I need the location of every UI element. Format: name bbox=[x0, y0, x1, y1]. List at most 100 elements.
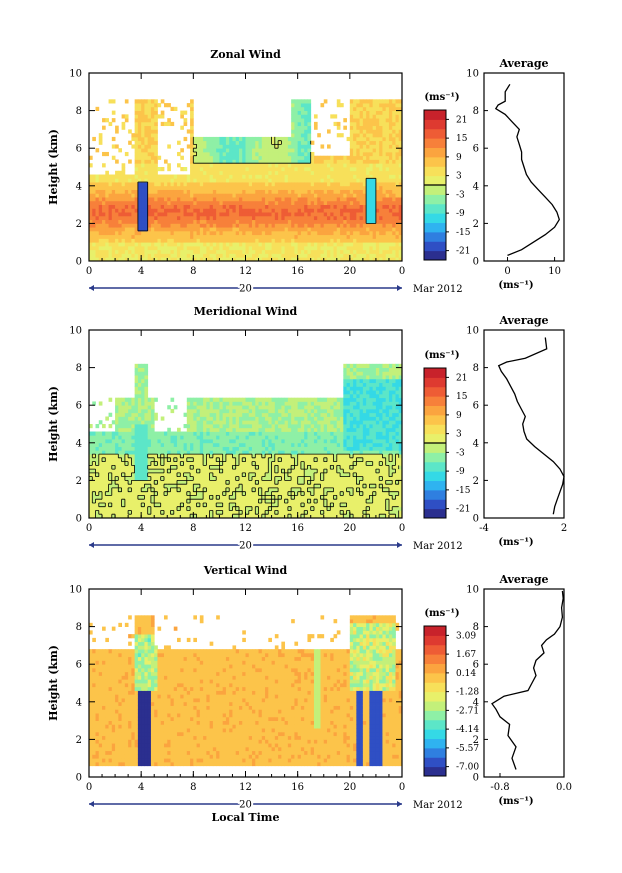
heatmap-cell bbox=[284, 151, 289, 157]
heatmap-cell bbox=[183, 439, 188, 444]
heatmap-cell bbox=[238, 405, 243, 410]
heatmap-cell bbox=[336, 230, 341, 236]
heatmap-cell bbox=[343, 212, 347, 217]
heatmap-cell bbox=[167, 510, 171, 515]
heatmap-cell bbox=[209, 487, 214, 493]
heatmap-cell bbox=[124, 457, 129, 462]
heatmap-cell bbox=[124, 446, 129, 451]
heatmap-cell bbox=[128, 208, 132, 213]
heatmap-cell bbox=[274, 136, 279, 142]
heatmap-cell bbox=[219, 242, 224, 247]
heatmap-cell bbox=[274, 245, 279, 251]
heatmap-cell bbox=[137, 431, 142, 436]
heatmap-cell bbox=[105, 200, 109, 205]
heatmap-cell bbox=[193, 155, 197, 160]
heatmap-cell bbox=[219, 514, 224, 519]
heatmap-cell bbox=[271, 212, 276, 217]
heatmap-cell bbox=[398, 223, 403, 228]
heatmap-cell bbox=[294, 234, 299, 239]
heatmap-cell bbox=[255, 405, 259, 410]
heatmap-cell bbox=[98, 197, 103, 202]
heatmap-cell bbox=[366, 234, 370, 239]
heatmap-cell bbox=[346, 208, 351, 213]
heatmap-cell bbox=[196, 253, 201, 258]
heatmap-cell bbox=[105, 472, 109, 478]
heatmap-cell bbox=[186, 253, 191, 258]
heatmap-cell bbox=[356, 129, 361, 134]
heatmap-cell bbox=[118, 238, 122, 243]
heatmap-cell bbox=[235, 204, 240, 209]
heatmap-cell bbox=[297, 182, 302, 187]
heatmap-cell bbox=[108, 461, 113, 466]
heatmap-cell bbox=[134, 371, 139, 376]
heatmap-cell bbox=[206, 465, 211, 470]
heatmap-cell bbox=[327, 200, 331, 205]
heatmap-cell bbox=[366, 114, 370, 119]
heatmap-cell bbox=[121, 487, 126, 493]
heatmap-cell bbox=[173, 435, 178, 440]
heatmap-cell bbox=[190, 159, 194, 164]
heatmap-cell bbox=[150, 182, 155, 187]
heatmap-cell bbox=[167, 442, 171, 447]
heatmap-cell bbox=[379, 118, 383, 123]
heatmap-cell bbox=[268, 204, 272, 209]
heatmap-cell bbox=[245, 435, 250, 440]
heatmap-cell bbox=[199, 405, 204, 410]
heatmap-cell bbox=[216, 253, 220, 258]
heatmap-cell bbox=[144, 397, 149, 402]
heatmap-cell bbox=[261, 245, 266, 251]
heatmap-cell bbox=[382, 234, 387, 239]
heatmap-cell bbox=[219, 439, 224, 444]
heatmap-cell bbox=[131, 502, 136, 508]
heatmap-cell bbox=[131, 442, 136, 447]
heatmap-cell bbox=[313, 185, 318, 190]
heatmap-cell bbox=[248, 484, 253, 489]
heatmap-cell bbox=[141, 125, 145, 130]
heatmap-cell bbox=[265, 212, 269, 217]
heatmap-cell bbox=[242, 257, 246, 262]
heatmap-cell bbox=[124, 401, 129, 406]
heatmap-cell bbox=[248, 136, 253, 142]
heatmap-cell bbox=[362, 144, 367, 149]
heatmap-cell bbox=[121, 502, 126, 508]
heatmap-cell bbox=[180, 457, 184, 462]
heatmap-cell bbox=[134, 506, 139, 511]
heatmap-cell bbox=[349, 234, 354, 239]
heatmap-cell bbox=[141, 106, 145, 111]
heatmap-cell bbox=[173, 242, 178, 247]
profile-y-tick-label: 0 bbox=[473, 257, 479, 268]
heatmap-cell bbox=[222, 249, 227, 254]
heatmap-cell bbox=[105, 219, 109, 224]
heatmap-cell bbox=[216, 491, 220, 496]
heatmap-cell bbox=[177, 185, 181, 190]
heatmap-cell bbox=[291, 178, 295, 183]
heatmap-cell bbox=[291, 234, 295, 239]
heatmap-cell bbox=[89, 465, 93, 470]
heatmap-cell bbox=[382, 197, 387, 202]
heatmap-cell bbox=[307, 245, 312, 251]
heatmap-cell bbox=[121, 510, 126, 515]
heatmap-cell bbox=[245, 155, 250, 160]
heatmap-cell bbox=[177, 487, 181, 493]
heatmap-cell bbox=[108, 484, 113, 489]
heatmap-cell bbox=[238, 140, 243, 145]
heatmap-cell bbox=[222, 148, 227, 153]
heatmap-cell bbox=[128, 242, 132, 247]
heatmap-cell bbox=[222, 457, 227, 462]
heatmap-cell bbox=[111, 457, 116, 462]
heatmap-cell bbox=[252, 174, 256, 179]
heatmap-cell bbox=[147, 215, 152, 221]
heatmap-cell bbox=[388, 114, 393, 119]
heatmap-cell bbox=[255, 257, 259, 262]
heatmap-cell bbox=[137, 253, 142, 258]
heatmap-cell bbox=[340, 223, 344, 228]
heatmap-cell bbox=[336, 189, 341, 194]
heatmap-cell bbox=[222, 472, 227, 478]
heatmap-cell bbox=[229, 159, 233, 164]
heatmap-cell bbox=[294, 178, 299, 183]
heatmap-cell bbox=[232, 420, 237, 425]
heatmap-cell bbox=[206, 204, 211, 209]
heatmap-cell bbox=[212, 170, 217, 175]
heatmap-cell bbox=[287, 257, 292, 262]
heatmap-cell bbox=[232, 159, 237, 164]
